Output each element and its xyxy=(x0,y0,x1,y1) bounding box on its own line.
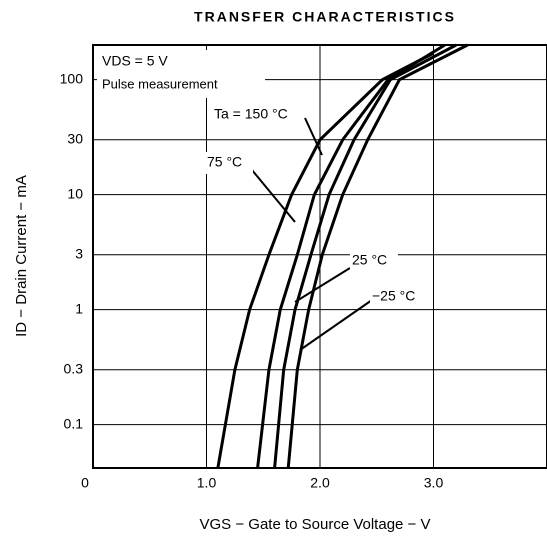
leader-line xyxy=(299,299,373,351)
x-tick-label: 1.0 xyxy=(197,475,217,491)
y-tick-label: 0.1 xyxy=(64,415,84,431)
y-tick-label: 30 xyxy=(67,130,83,146)
y-tick-label: 1 xyxy=(75,300,83,316)
x-tick-label: 2.0 xyxy=(310,475,330,491)
y-tick-label: 0.3 xyxy=(64,360,84,376)
leader-line xyxy=(251,169,296,223)
label-bg xyxy=(350,250,398,272)
y-tick-label: 100 xyxy=(60,70,84,86)
y-tick-label: 3 xyxy=(75,245,83,261)
series-label: 25 °C xyxy=(352,252,387,268)
annotation: VDS = 5 V xyxy=(102,53,168,69)
curve xyxy=(256,43,446,469)
plot-frame xyxy=(92,44,547,469)
chart-title: TRANSFER CHARACTERISTICS xyxy=(194,9,456,25)
x-tick-label: 0 xyxy=(81,475,89,491)
curve xyxy=(273,43,457,469)
annotation-box xyxy=(97,50,265,98)
annotation: Pulse measurement xyxy=(102,76,218,91)
label-bg xyxy=(370,286,430,308)
leader-line xyxy=(304,117,323,156)
series-label: −25 °C xyxy=(372,288,415,304)
label-bg xyxy=(205,152,253,174)
y-tick-label: 10 xyxy=(67,185,83,201)
label-bg xyxy=(212,104,304,126)
y-axis-label: ID − Drain Current − mA xyxy=(13,175,30,337)
series-label: Ta = 150 °C xyxy=(214,106,288,122)
x-axis-label: VGS − Gate to Source Voltage − V xyxy=(200,516,431,533)
leader-line xyxy=(294,267,351,303)
x-tick-label: 3.0 xyxy=(424,475,444,491)
curve xyxy=(216,51,435,469)
series-label: 75 °C xyxy=(207,154,242,170)
curve xyxy=(286,43,469,469)
